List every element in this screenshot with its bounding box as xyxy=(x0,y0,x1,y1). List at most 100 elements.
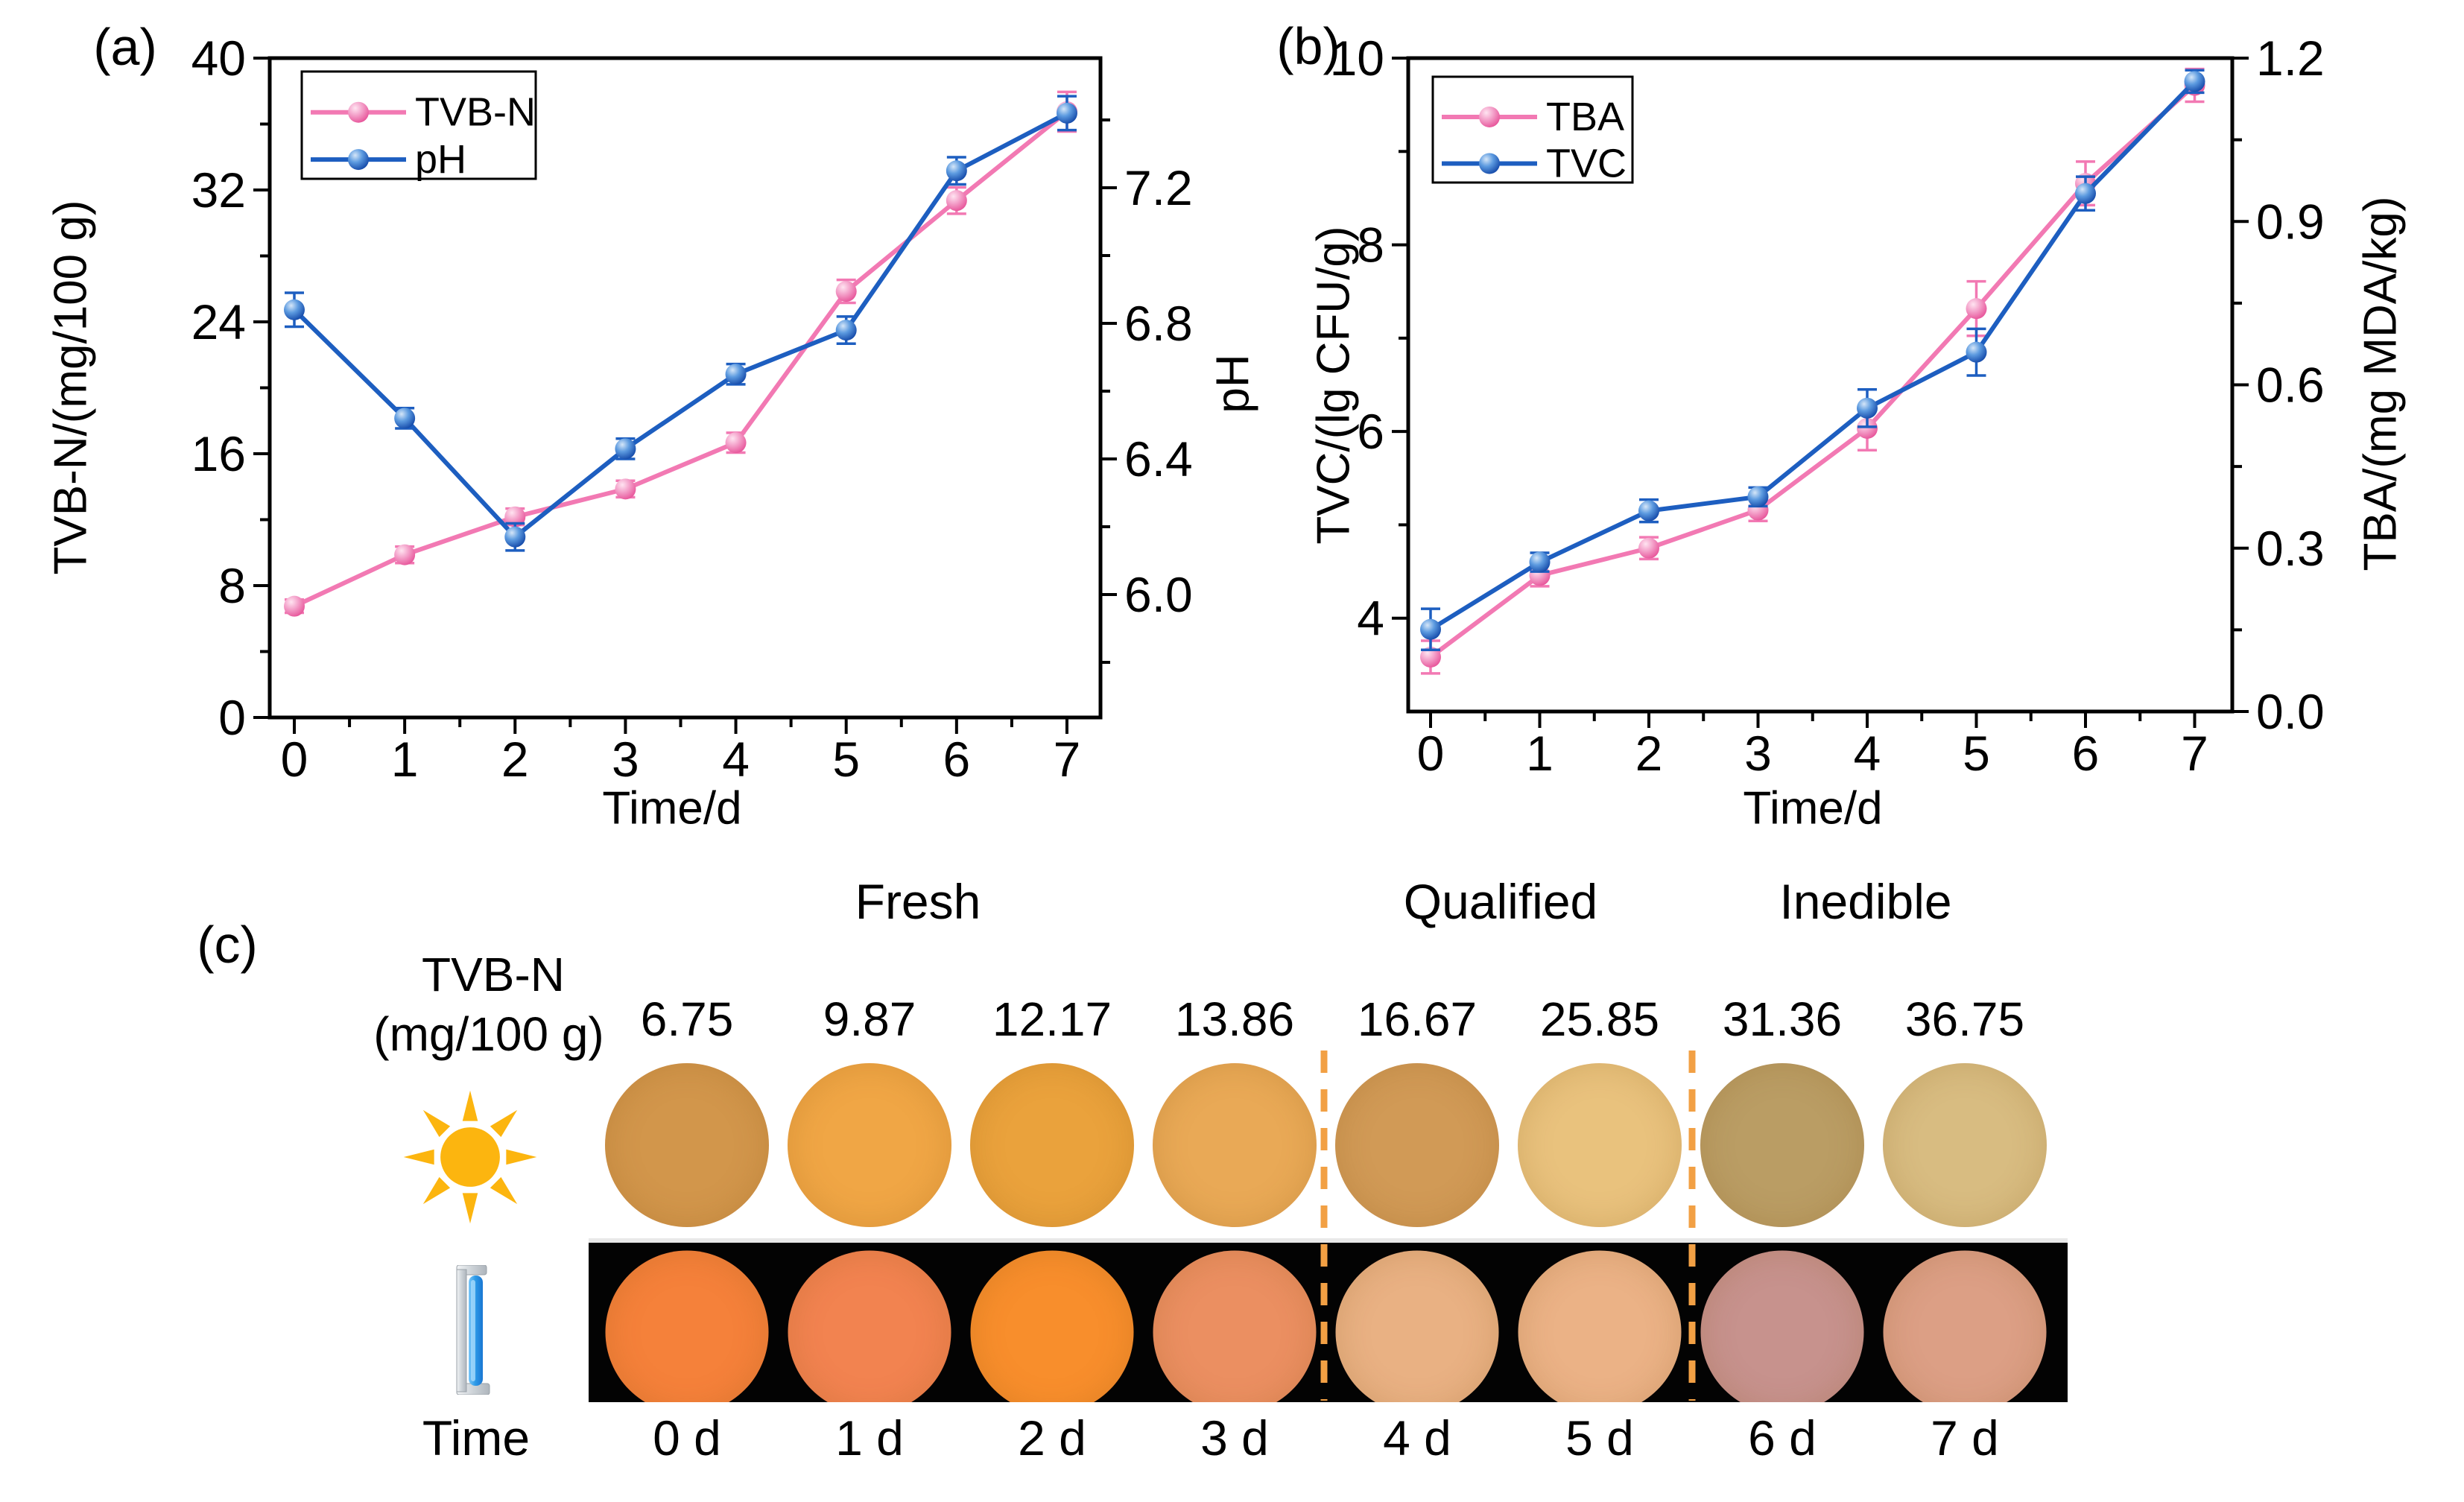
left-axis-title: TVC/(lg CFU/g) xyxy=(1308,226,1360,544)
sun-ray xyxy=(506,1149,537,1165)
legend-box xyxy=(300,70,537,180)
data-marker-pH xyxy=(1056,102,1077,124)
sample-circle-uv-2d xyxy=(970,1250,1134,1402)
right-tick-label: 7.2 xyxy=(1124,160,1193,215)
data-marker-TVB-N xyxy=(394,544,416,565)
right-tick-label: 6.0 xyxy=(1124,567,1193,622)
sun-ray xyxy=(490,1109,518,1138)
tvbn-value-4: 16.67 xyxy=(1357,992,1478,1046)
left-tick-label: 32 xyxy=(191,162,246,218)
sample-circle-uv-3d xyxy=(1153,1250,1317,1402)
left-tick-label: 8 xyxy=(218,558,246,613)
right-tick-label: 0.0 xyxy=(2256,684,2325,739)
lamp-tube xyxy=(469,1276,483,1386)
left-tick-label: 4 xyxy=(1357,591,1384,646)
data-marker-TVB-N xyxy=(284,595,305,617)
sample-circle-uv-6d xyxy=(1700,1250,1864,1402)
left-tick-label: 16 xyxy=(191,426,246,481)
sample-circle-visible-6d xyxy=(1700,1063,1864,1227)
tvbn-value-3: 13.86 xyxy=(1174,992,1295,1046)
x-tick-label: 5 xyxy=(832,732,860,787)
data-marker-TBA xyxy=(1420,646,1441,668)
right-tick-label: 0.9 xyxy=(2256,194,2325,249)
x-tick-label: 2 xyxy=(501,732,529,787)
lamp-tube-highlight xyxy=(471,1280,475,1381)
data-marker-TVC xyxy=(2184,71,2205,92)
series-line-TVC xyxy=(1429,80,2197,632)
zone-label-inedible: Inedible xyxy=(1779,874,1952,929)
right-axis-title: pH xyxy=(1208,354,1259,413)
x-tick-label: 6 xyxy=(2072,726,2100,781)
sun-icon xyxy=(403,1090,537,1224)
sun-disc xyxy=(440,1127,500,1187)
time-value-4: 4 d xyxy=(1383,1410,1451,1465)
time-value-0: 0 d xyxy=(653,1410,721,1465)
zone-separator-1 xyxy=(1320,1051,1328,1401)
panel-c-label: (c) xyxy=(197,916,258,974)
time-value-1: 1 d xyxy=(835,1410,904,1465)
tvbn-value-6: 31.36 xyxy=(1722,992,1843,1046)
tvbn-value-5: 25.85 xyxy=(1539,992,1660,1046)
data-marker-pH xyxy=(394,408,416,429)
sample-circle-visible-0d xyxy=(605,1063,769,1227)
x-tick-label: 4 xyxy=(1854,726,1881,781)
chart-a-tvbn-ph: 0 1 2 3 4 5 6 7 0 8 16 24 32 40 6.0 6.4 6.8 7.2 TVB-N/(mg/… xyxy=(45,18,1259,834)
right-tick-label: 6.8 xyxy=(1124,296,1193,351)
sample-circle-uv-5d xyxy=(1518,1250,1682,1402)
data-marker-pH xyxy=(835,320,857,341)
zone-label-fresh: Fresh xyxy=(855,874,981,929)
left-tick-label: 6 xyxy=(1357,404,1384,459)
legend-marker-TBA xyxy=(1479,106,1500,127)
x-tick-label: 2 xyxy=(1635,726,1663,781)
tvbn-value-7: 36.75 xyxy=(1904,992,2025,1046)
legend-marker-TVC xyxy=(1479,153,1500,174)
legend-label-TBA: TBA xyxy=(1546,95,1624,139)
data-marker-TVB-N xyxy=(835,281,857,302)
x-tick-label: 6 xyxy=(943,732,970,787)
data-marker-TBA xyxy=(1966,298,1987,320)
legend-marker-TVB-N xyxy=(348,101,369,123)
right-tick-label: 6.4 xyxy=(1124,431,1193,487)
data-marker-TBA xyxy=(1638,537,1659,559)
uv-lamp-icon xyxy=(456,1265,490,1395)
data-marker-TBA xyxy=(1857,417,1878,439)
sample-circle-uv-0d xyxy=(605,1250,769,1402)
tvbn-value-2: 12.17 xyxy=(992,992,1112,1046)
zone-separator-2 xyxy=(1688,1051,1696,1401)
left-tick-label: 24 xyxy=(191,294,246,349)
legend-label-TVC: TVC xyxy=(1546,141,1627,186)
panel-c-colorimetric: (c) TVB-N (mg/100 g) Time xyxy=(0,834,2464,1502)
tvbn-value-0: 6.75 xyxy=(640,992,734,1046)
right-axis-title: TBA/(mg MDA/kg) xyxy=(2355,197,2407,571)
sample-circle-visible-7d xyxy=(1883,1063,2047,1227)
panel-b-label: (b) xyxy=(1276,17,1340,75)
sample-circle-visible-2d xyxy=(970,1063,1134,1227)
sample-circle-uv-4d xyxy=(1335,1250,1499,1402)
sample-circle-visible-3d xyxy=(1153,1063,1317,1227)
sun-ray xyxy=(403,1149,434,1165)
data-marker-TVB-N xyxy=(725,432,747,454)
series-line-pH xyxy=(292,111,1068,539)
data-marker-pH xyxy=(504,526,526,548)
data-marker-TVC xyxy=(1529,551,1551,573)
data-marker-TVC xyxy=(2075,183,2096,204)
series-line-TBA xyxy=(1429,83,2197,659)
data-marker-TVC xyxy=(1857,397,1878,419)
sample-circle-visible-5d xyxy=(1518,1063,1682,1227)
left-tick-label: 40 xyxy=(191,31,246,86)
zone-label-qualified: Qualified xyxy=(1403,874,1598,929)
tvbn-value-1: 9.87 xyxy=(823,992,916,1046)
time-value-7: 7 d xyxy=(1931,1410,1999,1465)
sun-ray xyxy=(462,1090,478,1121)
x-tick-label: 3 xyxy=(612,732,639,787)
sun-ray xyxy=(490,1176,518,1205)
tvbn-header-line2: (mg/100 g) xyxy=(373,1007,604,1061)
data-marker-pH xyxy=(615,438,636,460)
data-marker-TVB-N xyxy=(615,478,636,500)
right-tick-label: 0.6 xyxy=(2256,358,2325,413)
left-tick-label: 0 xyxy=(218,690,246,745)
time-value-5: 5 d xyxy=(1565,1410,1634,1465)
tvbn-header-line1: TVB-N xyxy=(422,948,565,1001)
x-tick-label: 1 xyxy=(1526,726,1554,781)
